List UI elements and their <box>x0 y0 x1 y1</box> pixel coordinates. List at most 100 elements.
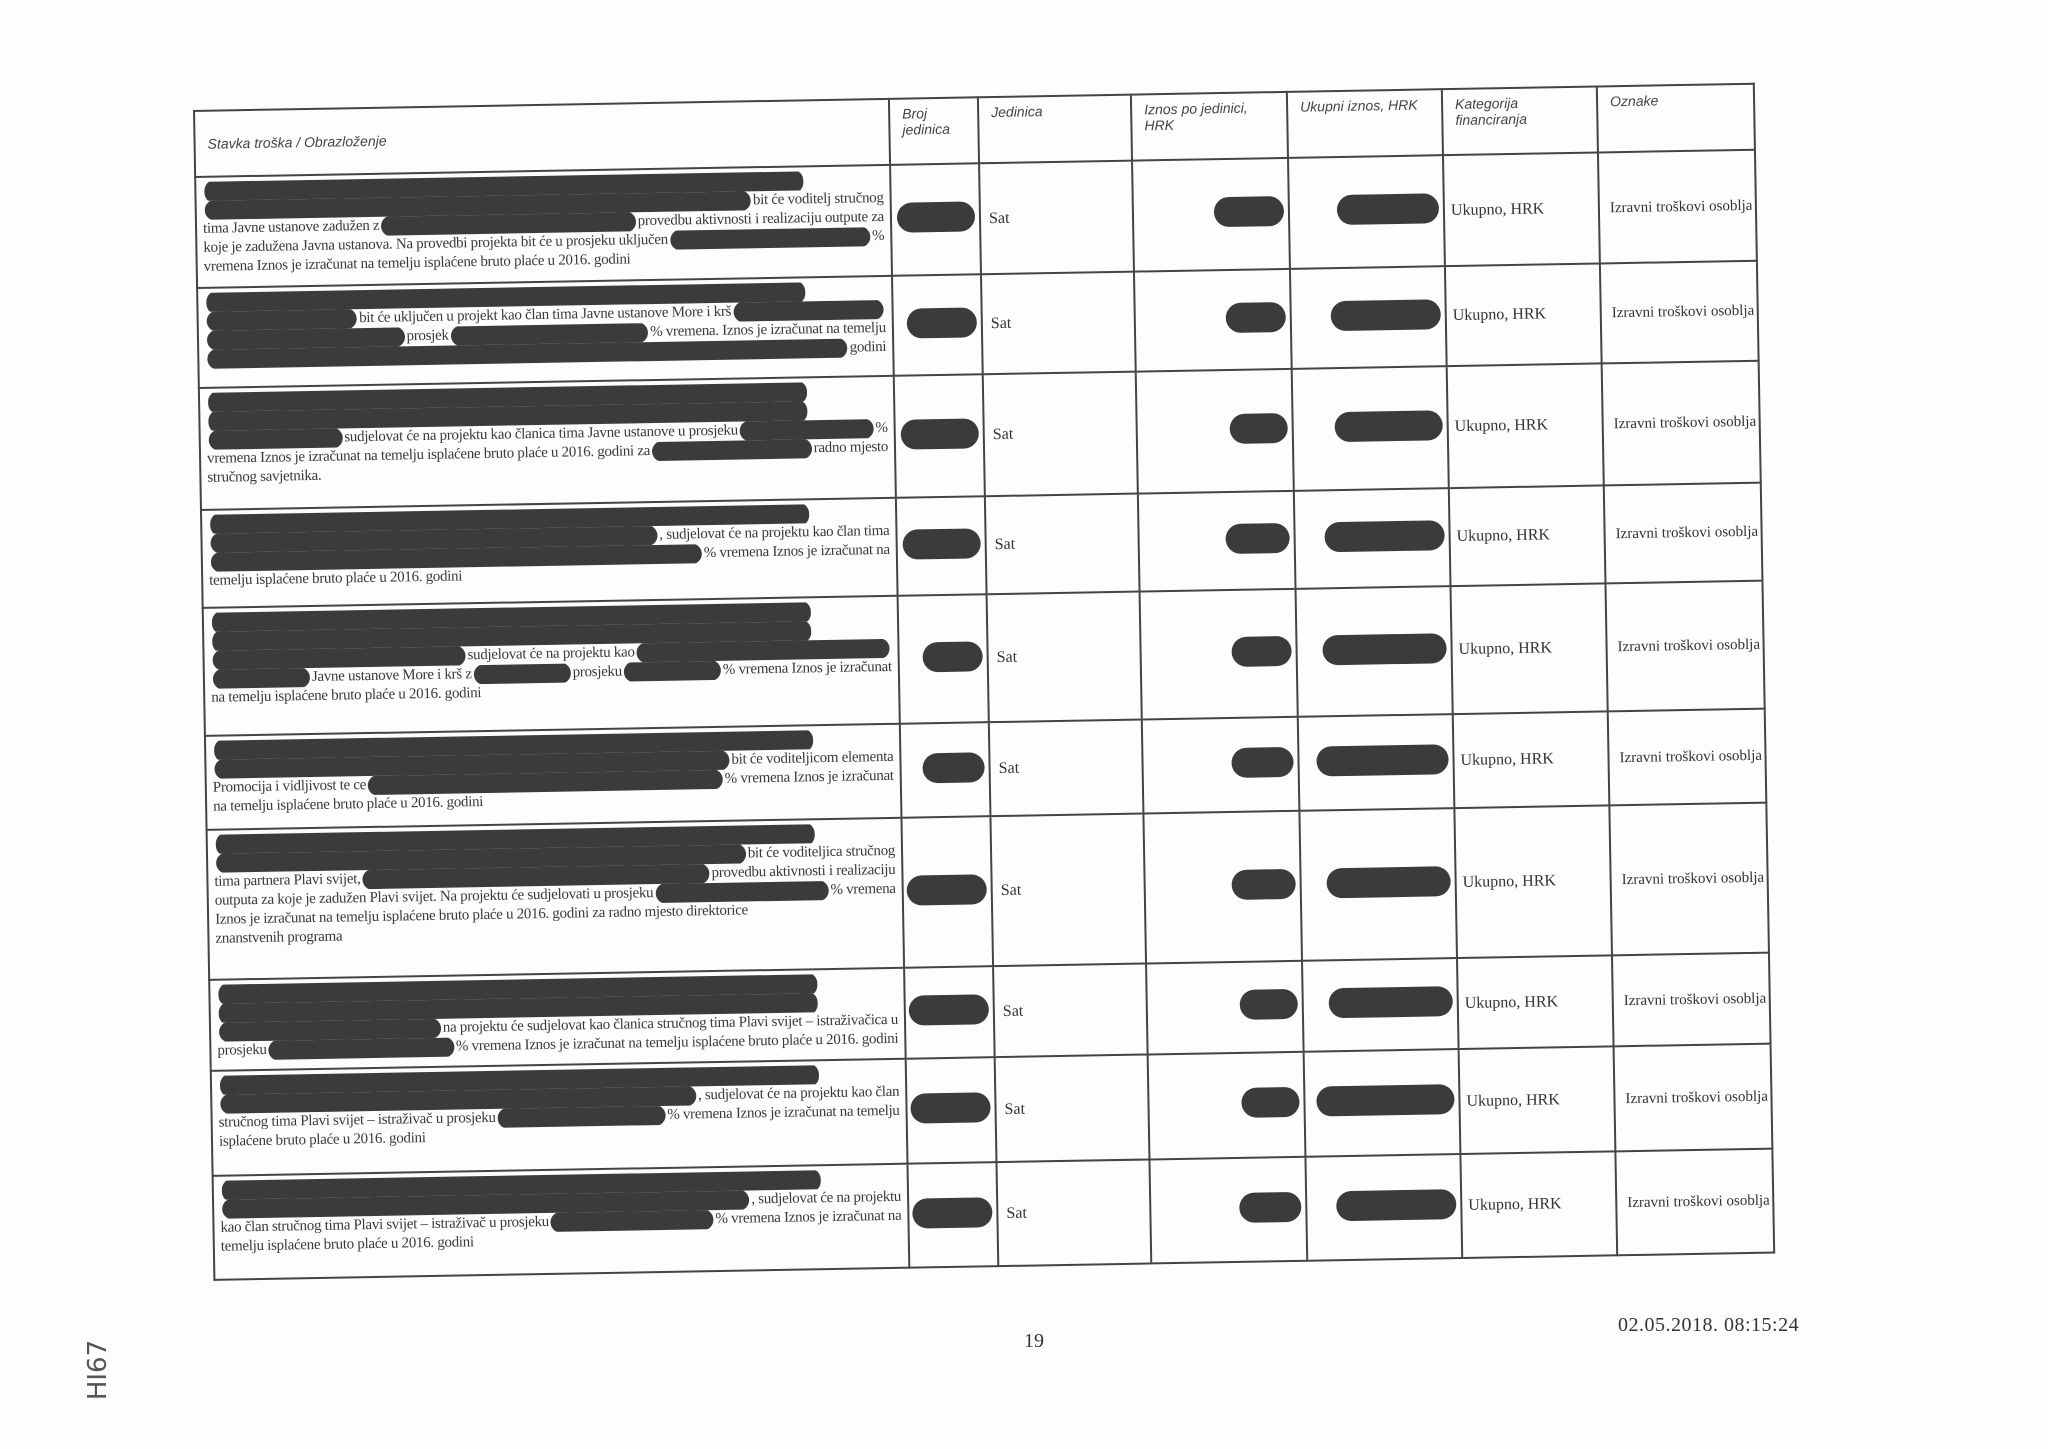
tag-text: Izravni troškovi osoblja <box>1615 523 1759 543</box>
category-text: Ukupno, HRK <box>1458 639 1553 658</box>
description-text: Promocija i vidljivost te ce <box>212 777 367 796</box>
redaction-mark <box>1336 1188 1457 1221</box>
total-amount-cell <box>1305 1154 1463 1261</box>
redaction-mark <box>1225 301 1287 333</box>
description-text: % vremena <box>830 880 896 898</box>
header-funding-category: Kategorija financiranja <box>1441 86 1598 156</box>
tags-cell: Izravni troškovi osoblja <box>1609 802 1769 956</box>
redaction-mark <box>1239 1191 1302 1223</box>
tag-text: Izravni troškovi osoblja <box>1625 1088 1769 1107</box>
redaction-mark <box>1231 868 1296 900</box>
redaction-mark <box>1241 1086 1300 1118</box>
description-text: bit će voditeljicom elementa <box>731 748 894 768</box>
category-text: Ukupno, HRK <box>1462 872 1557 891</box>
funding-category-cell: Ukupno, HRK <box>1460 1151 1618 1259</box>
category-text: Ukupno, HRK <box>1464 992 1559 1012</box>
unit-text: Sat <box>1000 881 1022 900</box>
tag-text: Izravni troškovi osoblja <box>1627 1192 1770 1212</box>
unit-cell: Sat <box>980 271 1136 375</box>
funding-category-cell: Ukupno, HRK <box>1454 805 1612 959</box>
unit-amount-cell <box>1146 960 1304 1055</box>
description-text: provedbu aktivnosti i realizaciju <box>711 861 896 882</box>
description-text: % vremena Iznos je izračunat na <box>715 1207 902 1228</box>
tag-text: Izravni troškovi osoblja <box>1623 990 1767 1009</box>
unit-text: Sat <box>994 535 1016 554</box>
tags-cell: Izravni troškovi osoblja <box>1601 360 1761 486</box>
redaction-mark <box>1336 193 1440 226</box>
funding-category-cell: Ukupno, HRK <box>1450 583 1608 715</box>
redaction-mark <box>268 1036 455 1061</box>
unit-text: Sat <box>988 209 1010 227</box>
description-text: % vremena Iznos je izračunat <box>724 767 894 787</box>
redaction-mark <box>208 427 343 450</box>
print-timestamp: 02.05.2018. 08:15:24 <box>1618 1314 1800 1336</box>
unit-cell: Sat <box>994 1054 1150 1163</box>
tag-text: Izravni troškovi osoblja <box>1613 413 1757 433</box>
tag-text: Izravni troškovi osoblja <box>1621 869 1765 889</box>
redaction-mark <box>206 308 358 331</box>
description-text: na temelju isplaćene bruto plaće u 2016.… <box>211 685 482 706</box>
unit-amount-cell <box>1132 157 1290 272</box>
description-text: prosjeku <box>217 1041 267 1059</box>
redaction-mark <box>906 306 978 339</box>
tags-cell: Izravni troškovi osoblja <box>1611 952 1771 1047</box>
description-text: sudjelovat će na projektu kao <box>467 644 635 664</box>
header-cost-item: Stavka troška / Obrazloženje <box>194 98 891 177</box>
unit-cell: Sat <box>990 813 1147 967</box>
unit-count-cell <box>890 163 981 276</box>
tags-cell: Izravni troškovi osoblja <box>1615 1148 1775 1256</box>
redaction-mark <box>1316 1084 1455 1117</box>
tag-text: Izravni troškovi osoblja <box>1609 197 1753 216</box>
total-amount-cell <box>1288 155 1445 269</box>
unit-text: Sat <box>1002 1002 1024 1020</box>
unit-text: Sat <box>996 648 1018 667</box>
category-text: Ukupno, HRK <box>1452 305 1547 325</box>
total-amount-cell <box>1291 366 1449 491</box>
table-row: bit će voditeljica stručnog tima partnera… <box>206 802 1769 980</box>
redaction-mark <box>1322 632 1447 665</box>
unit-count-cell <box>907 1162 999 1268</box>
unit-count-cell <box>892 274 983 376</box>
description-text: , sudjelovat će na projektu kao član <box>697 1083 900 1104</box>
redaction-mark <box>922 640 983 672</box>
tags-cell: Izravni troškovi osoblja <box>1597 149 1757 264</box>
description-text: tima partnera Plavi svijet, <box>214 871 361 890</box>
description-text: prosjeku <box>572 663 623 681</box>
cost-description: bit će uključen u projekt kao član tima … <box>197 275 894 388</box>
unit-count-cell <box>899 722 991 818</box>
tags-cell: Izravni troškovi osoblja <box>1607 708 1767 806</box>
unit-amount-cell <box>1133 268 1292 372</box>
cost-description: , sudjelovat će na projektu kao član tim… <box>200 497 898 608</box>
redaction-mark <box>1213 195 1285 228</box>
redaction-mark <box>1324 519 1445 552</box>
redaction-mark <box>1334 409 1443 442</box>
tag-text: Izravni troškovi osoblja <box>1617 636 1761 656</box>
unit-count-cell <box>904 966 995 1059</box>
funding-category-cell: Ukupno, HRK <box>1456 955 1614 1050</box>
category-text: Ukupno, HRK <box>1456 526 1551 546</box>
redaction-mark <box>623 659 722 683</box>
unit-cell: Sat <box>993 963 1148 1058</box>
funding-category-cell: Ukupno, HRK <box>1446 363 1604 489</box>
description-text: % vremena Iznos je izračunat na <box>703 541 890 562</box>
funding-category-cell: Ukupno, HRK <box>1458 1046 1616 1155</box>
tags-cell: Izravni troškovi osoblja <box>1605 580 1765 712</box>
header-tags: Oznake <box>1596 83 1755 153</box>
header-total-amount: Ukupni iznos, HRK <box>1286 89 1443 158</box>
category-text: Ukupno, HRK <box>1454 416 1549 436</box>
description-text: tima Javne ustanove zadužen z <box>202 217 380 237</box>
unit-amount-cell <box>1135 368 1294 494</box>
total-amount-cell <box>1302 958 1459 1052</box>
category-text: Ukupno, HRK <box>1466 1090 1560 1110</box>
redaction-mark <box>900 417 980 450</box>
unit-cell: Sat <box>984 493 1140 595</box>
description-text: temelju isplaćene bruto plaće u 2016. go… <box>220 1234 474 1255</box>
description-text: , sudjelovat će na projektu <box>751 1188 902 1208</box>
header-unit-count: Broj jedinica <box>888 97 980 165</box>
description-text: godini <box>849 338 887 356</box>
redaction-mark <box>732 299 884 323</box>
redaction-mark <box>473 662 571 686</box>
unit-count-cell <box>893 374 985 498</box>
description-text: Javne ustanove More i krš z <box>311 666 472 686</box>
redaction-mark <box>1231 635 1292 667</box>
